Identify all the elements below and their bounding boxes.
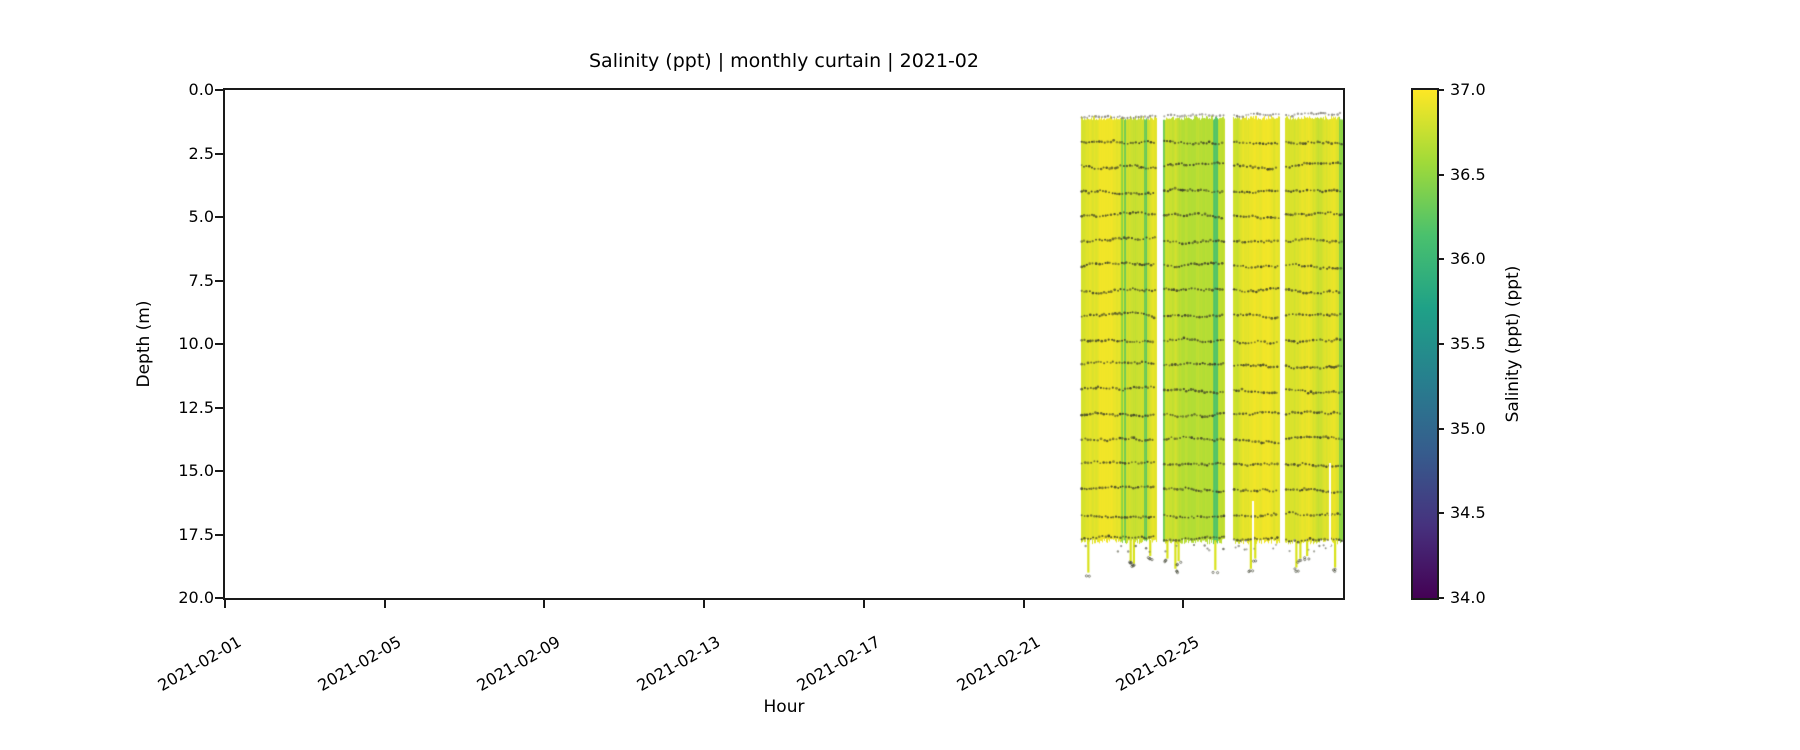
y-tick-mark [215, 279, 223, 282]
colorbar-tick-mark [1437, 343, 1444, 345]
x-tick-mark [1022, 600, 1025, 608]
x-tick-mark [862, 600, 865, 608]
colorbar-tick-label: 34.5 [1450, 503, 1486, 523]
y-tick-mark [215, 406, 223, 409]
y-tick-mark [215, 152, 223, 155]
colorbar-tick-mark [1437, 89, 1444, 91]
x-tick-mark [383, 600, 386, 608]
y-tick-label: 20.0 [178, 588, 214, 607]
y-tick-label: 2.5 [188, 143, 214, 163]
x-tick-mark [543, 600, 546, 608]
x-tick-mark [703, 600, 706, 608]
curtain-heatmap-canvas [225, 90, 1343, 598]
colorbar-tick-label: 37.0 [1450, 80, 1486, 99]
colorbar-tick-label: 36.5 [1450, 164, 1486, 184]
x-tick-mark [224, 600, 226, 608]
x-tick-mark [1182, 600, 1185, 608]
colorbar [1411, 88, 1439, 600]
x-axis-label: Hour [763, 697, 805, 717]
x-tick-label: 2021-02-13 [633, 632, 724, 695]
x-tick-label: 2021-02-09 [473, 632, 564, 695]
colorbar-tick-label: 35.0 [1450, 418, 1486, 438]
y-tick-label: 12.5 [178, 397, 214, 417]
x-tick-label: 2021-02-01 [154, 632, 245, 695]
x-tick-label: 2021-02-21 [953, 632, 1044, 695]
colorbar-tick-mark [1437, 512, 1444, 515]
x-tick-label: 2021-02-05 [314, 632, 405, 695]
y-tick-mark [215, 597, 223, 599]
colorbar-tick-mark [1437, 173, 1444, 176]
chart-title: Salinity (ppt) | monthly curtain | 2021-… [588, 50, 979, 72]
colorbar-tick-mark [1437, 258, 1444, 261]
colorbar-tick-mark [1437, 427, 1444, 430]
x-tick-label: 2021-02-25 [1112, 632, 1203, 695]
y-tick-label: 10.0 [178, 334, 214, 353]
x-tick-label: 2021-02-17 [793, 632, 884, 695]
y-tick-mark [215, 216, 223, 218]
y-tick-label: 15.0 [178, 461, 214, 480]
colorbar-tick-label: 36.0 [1450, 249, 1486, 269]
y-axis-label: Depth (m) [134, 300, 154, 388]
colorbar-label: Salinity (ppt) (ppt) [1503, 265, 1523, 423]
y-tick-mark [215, 89, 223, 91]
colorbar-tick-label: 35.5 [1450, 334, 1486, 353]
y-tick-label: 5.0 [188, 207, 214, 226]
y-tick-label: 7.5 [188, 270, 214, 290]
y-tick-mark [215, 343, 223, 345]
colorbar-tick-mark [1437, 597, 1444, 599]
y-tick-label: 17.5 [178, 524, 214, 544]
y-tick-label: 0.0 [188, 80, 214, 99]
colorbar-tick-label: 34.0 [1450, 588, 1486, 607]
y-tick-mark [215, 533, 223, 536]
y-tick-mark [215, 470, 223, 472]
plot-area [223, 88, 1345, 600]
